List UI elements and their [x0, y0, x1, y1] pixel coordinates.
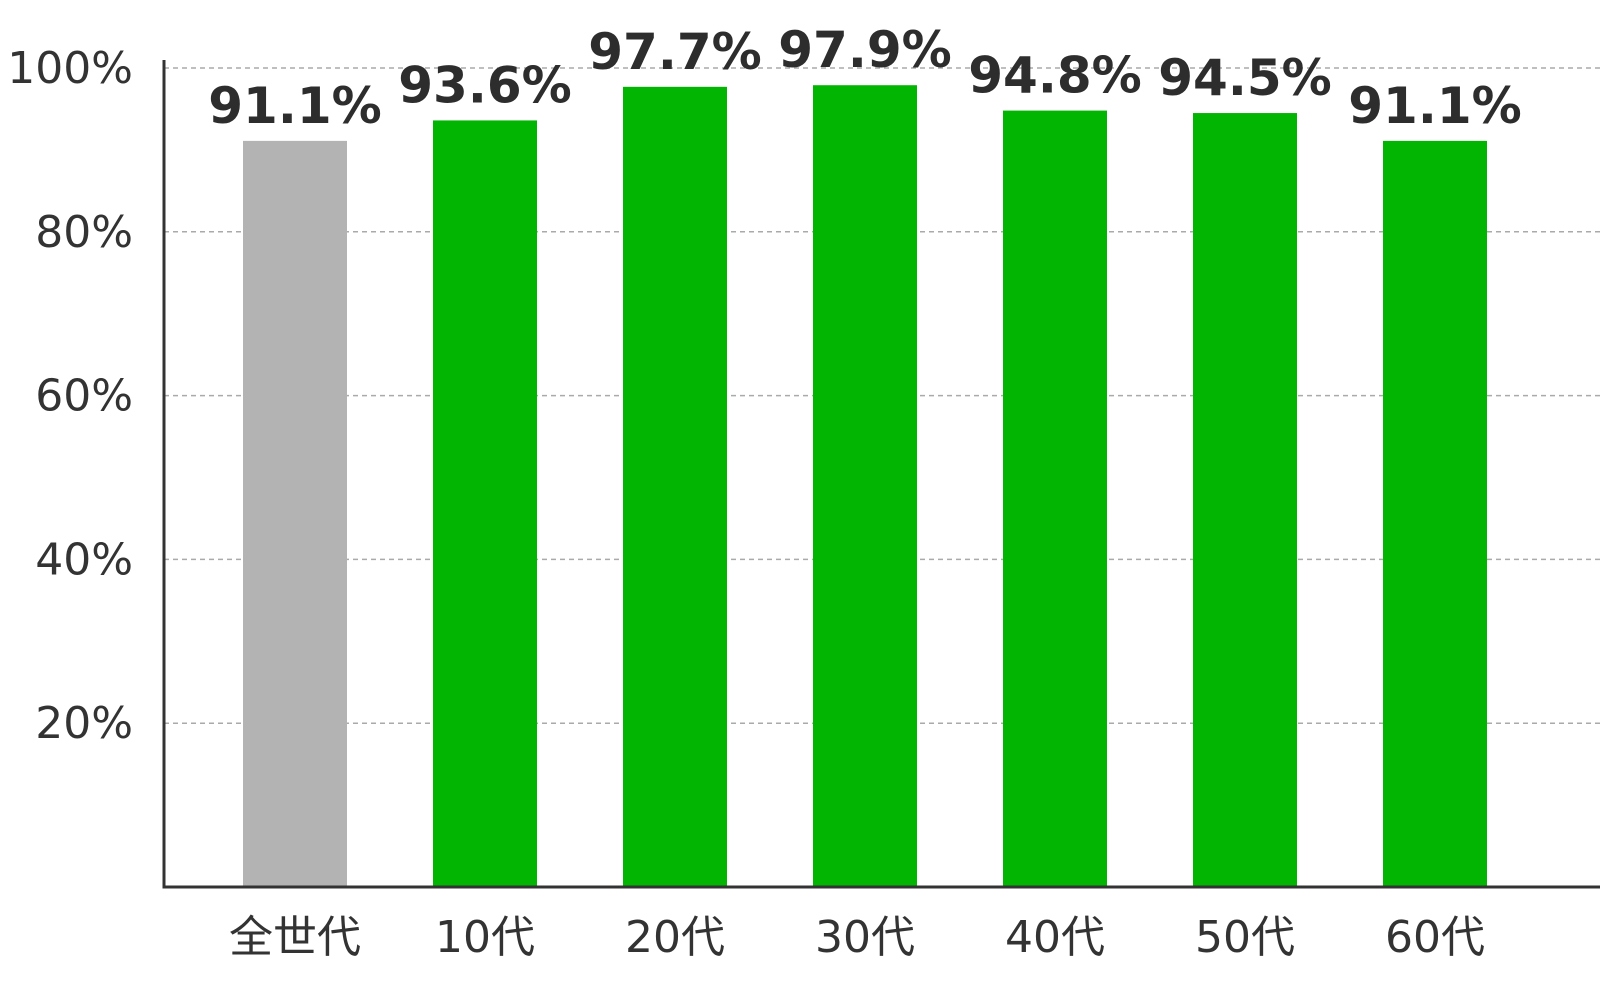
y-tick-label: 20%: [35, 698, 133, 749]
data-label: 94.5%: [1158, 49, 1331, 107]
x-tick-label: 40代: [1005, 912, 1105, 963]
bar: [243, 140, 347, 888]
bar: [1003, 110, 1107, 887]
data-label: 97.9%: [778, 21, 951, 79]
y-tick-label: 80%: [35, 207, 133, 258]
bars: [243, 85, 1487, 888]
bar: [1193, 113, 1297, 888]
axes: [162, 60, 1600, 889]
data-label: 91.1%: [1348, 77, 1521, 135]
x-tick-label: 60代: [1385, 912, 1485, 963]
labels: 20% 40% 60% 80% 100% 91.1% 全世代 93.6% 10代 97.7% 20代…: [7, 21, 1522, 963]
data-label: 93.6%: [398, 56, 571, 114]
y-tick-label: 40%: [35, 534, 133, 585]
y-tick-label: 60%: [35, 371, 133, 422]
data-label: 97.7%: [588, 23, 761, 81]
data-label: 91.1%: [208, 77, 381, 135]
bar: [433, 120, 537, 887]
x-tick-label: 50代: [1195, 912, 1295, 963]
x-tick-label: 10代: [435, 912, 535, 963]
bar: [813, 85, 917, 888]
bar: [1383, 140, 1487, 888]
y-tick-label: 100%: [7, 43, 133, 94]
x-tick-label: 全世代: [229, 912, 361, 963]
data-label: 94.8%: [968, 47, 1141, 105]
x-tick-label: 20代: [625, 912, 725, 963]
x-tick-label: 30代: [815, 912, 915, 963]
bar: [623, 86, 727, 888]
